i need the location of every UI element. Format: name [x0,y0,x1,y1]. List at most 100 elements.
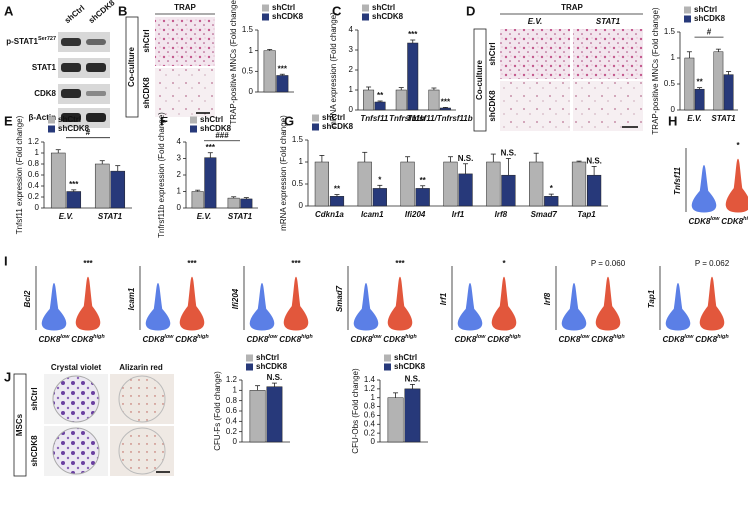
group-name: CDK8 [695,335,717,344]
bar [266,386,283,443]
violin [561,282,587,331]
image-header: TRAP [174,3,196,12]
group-sup: low [60,334,70,340]
violin [665,282,691,331]
x-tick-label: STAT1 [98,212,123,221]
row-label: shCDK8 [488,90,497,122]
group-name: CDK8 [721,217,743,226]
group-name: CDK8 [663,335,685,344]
dish [52,375,100,423]
x-tick-label: Tnfsf11 [360,114,388,123]
bar [387,397,404,443]
bar [191,191,204,209]
significance: *** [83,259,93,268]
blot-panel: shCtrl shCDK8 p-STAT1Ser727 STAT1 CDK8 β… [6,0,117,128]
x-tick-label: STAT1 [228,212,253,221]
y-tick-label: 0 [671,105,676,114]
x-tick-label: E.V. [687,114,701,123]
y-tick-label: 1.4 [364,375,376,384]
row-label: shCtrl [30,387,39,410]
dish [118,427,166,475]
y-tick-label: 1.5 [664,27,676,36]
panel-letter: C [332,3,342,18]
panel-letter: G [284,113,294,128]
legend-label: shCDK8 [322,122,354,131]
y-tick-label: 0.5 [664,79,676,88]
significance: ** [696,78,703,87]
bar [395,89,407,111]
bracket-label: ### [215,131,229,140]
group-label: CDK8high [695,334,729,344]
significance: P = 0.060 [591,259,626,268]
y-tick-label: 1 [249,46,254,55]
legend-label: shCtrl [272,3,295,12]
group-label: CDK8low [455,334,487,344]
panel-letters: A B C D E F G H I J [4,3,677,384]
significance: *** [69,180,79,189]
panel-letter: I [4,253,8,268]
bar [443,161,458,207]
group-sup: high [509,334,521,340]
y-tick-label: 0 [35,203,40,212]
bar [363,89,375,111]
y-tick-label: 0.5 [292,179,304,188]
bar [50,152,66,209]
violin [145,282,171,331]
significance: *** [187,259,197,268]
blot-band [86,63,106,72]
y-tick-label: 0 [177,203,182,212]
panel-letter: A [4,3,14,18]
x-tick-label: Irf1 [452,210,465,219]
group-name: CDK8 [689,217,711,226]
significance: *** [278,64,288,73]
y-tick-label: 1.2 [364,384,376,393]
y-tick-label: 1.5 [292,135,304,144]
group-sup: low [164,334,174,340]
row-label: shCDK8 [142,77,151,109]
legend-swatch [262,4,269,12]
violin [249,282,275,331]
legend-swatch [684,15,691,23]
legend-label: shCtrl [256,353,279,362]
group-sup: low [268,334,278,340]
y-tick-label: 0.8 [226,396,238,405]
blot-header: shCDK8 [87,0,117,25]
x-tick-label: E.V. [59,212,73,221]
group-sup: high [613,334,625,340]
y-tick-label: 3 [349,45,354,54]
side-box [13,373,27,477]
group-sup: high [405,334,417,340]
column-label: E.V. [528,17,542,26]
group-name: CDK8 [487,335,509,344]
y-tick-label: 0 [371,437,376,446]
legend-swatch [246,354,253,362]
blot-row-label: p-STAT1 [6,37,38,46]
y-tick-label: 0 [299,201,304,210]
x-tick-label: Tap1 [577,210,596,219]
significance: *** [206,143,216,152]
bar [428,89,440,111]
group-name: CDK8 [71,335,93,344]
bar [204,157,217,209]
y-tick-label: 0.2 [28,192,40,201]
panel-letter: E [4,113,13,128]
y-tick-label: 4 [177,137,182,146]
x-tick-label: Icam1 [361,210,384,219]
group-label: CDK8high [487,334,521,344]
significance: N.S. [586,157,602,166]
group-label: CDK8high [175,334,209,344]
y-tick-label: 0.5 [242,66,254,75]
significance: N.S. [267,373,283,382]
y-axis-label: CFU-Obs (Fold change) [351,368,360,454]
legend-label: shCDK8 [272,12,304,21]
blot-band [61,89,81,98]
y-tick-label: 1 [349,85,354,94]
group-name: CDK8 [143,335,165,344]
violin [41,282,67,331]
y-tick-label: 0.8 [364,402,376,411]
y-tick-label: 1 [299,157,304,166]
legend-label: shCtrl [322,113,345,122]
y-axis-label: mRNA expression (Fold change) [279,115,288,231]
row-label: shCDK8 [30,435,39,467]
bar [486,161,501,207]
